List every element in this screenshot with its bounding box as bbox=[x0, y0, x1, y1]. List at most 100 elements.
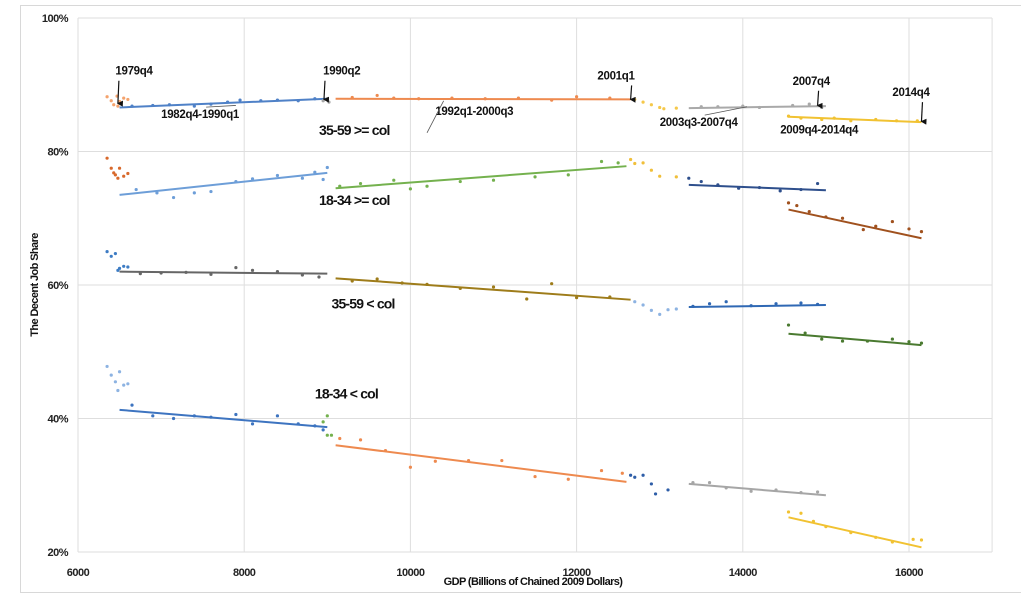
data-point bbox=[313, 424, 317, 428]
trend-line bbox=[788, 115, 922, 124]
data-point bbox=[874, 535, 878, 539]
trend-line bbox=[788, 208, 922, 240]
data-point bbox=[757, 185, 762, 190]
data-point bbox=[358, 438, 363, 442]
data-point bbox=[130, 403, 134, 407]
y-tick-label: 80% bbox=[47, 147, 68, 159]
data-point bbox=[338, 184, 342, 188]
data-point bbox=[840, 339, 845, 343]
data-point bbox=[126, 97, 130, 102]
data-point bbox=[633, 475, 637, 479]
data-point bbox=[799, 187, 803, 192]
y-axis-title: The Decent Job Share bbox=[29, 233, 41, 337]
data-point bbox=[116, 268, 120, 272]
annotation-leader-line bbox=[426, 100, 444, 133]
data-point bbox=[786, 201, 791, 205]
data-point bbox=[820, 337, 824, 341]
data-point bbox=[122, 383, 126, 387]
y-tick-label: 60% bbox=[47, 280, 68, 292]
data-point bbox=[820, 105, 824, 110]
data-point bbox=[383, 448, 388, 453]
data-point bbox=[109, 373, 113, 377]
data-point bbox=[375, 93, 379, 98]
x-tick-label: 12000 bbox=[563, 567, 591, 579]
annotation-arrow bbox=[629, 85, 636, 103]
data-point bbox=[649, 308, 653, 312]
data-point bbox=[425, 184, 429, 188]
data-point bbox=[408, 187, 412, 191]
data-point bbox=[674, 307, 678, 311]
data-point bbox=[338, 436, 342, 441]
annotation-arrow bbox=[816, 90, 823, 109]
data-point bbox=[112, 103, 116, 107]
data-point bbox=[408, 465, 412, 469]
group-label: 35-59 < col bbox=[331, 295, 394, 311]
x-tick-label: 16000 bbox=[895, 567, 923, 579]
data-point bbox=[116, 388, 120, 393]
data-point bbox=[321, 420, 325, 424]
data-point bbox=[313, 97, 317, 101]
data-point bbox=[616, 161, 620, 165]
data-point bbox=[450, 96, 454, 100]
x-tick-label: 10000 bbox=[396, 567, 424, 579]
data-point bbox=[649, 103, 653, 107]
data-point bbox=[533, 175, 537, 179]
data-point bbox=[824, 525, 828, 529]
data-point bbox=[649, 482, 653, 486]
data-point bbox=[234, 179, 238, 184]
data-point bbox=[250, 177, 255, 181]
data-point bbox=[741, 104, 745, 108]
trend-line bbox=[788, 516, 922, 549]
data-point bbox=[325, 97, 329, 101]
data-point bbox=[192, 191, 196, 195]
data-point bbox=[566, 477, 570, 481]
annotation-label: 1982q4-1990q1 bbox=[161, 109, 240, 121]
annotation-label: 1992q1-2000q3 bbox=[435, 106, 513, 118]
data-point bbox=[641, 100, 645, 104]
data-point bbox=[113, 252, 117, 256]
annotation-leader-line bbox=[704, 106, 748, 116]
data-point bbox=[662, 107, 666, 111]
data-point bbox=[799, 301, 803, 305]
data-point bbox=[707, 302, 712, 306]
data-point bbox=[691, 480, 695, 485]
data-point bbox=[275, 270, 280, 274]
group-label: 18-34 < col bbox=[315, 385, 378, 401]
data-point bbox=[350, 279, 354, 283]
data-point bbox=[300, 176, 304, 180]
data-point bbox=[250, 422, 255, 426]
data-point bbox=[716, 105, 720, 109]
chart-frame bbox=[20, 5, 1021, 593]
annotation-label: 1979q4 bbox=[115, 66, 153, 78]
data-point bbox=[874, 117, 878, 122]
data-point bbox=[599, 468, 604, 473]
trend-line bbox=[119, 171, 328, 196]
data-point bbox=[907, 227, 911, 231]
data-point bbox=[327, 100, 331, 104]
data-point bbox=[105, 95, 109, 99]
data-point bbox=[122, 264, 126, 268]
data-point bbox=[641, 161, 645, 165]
data-point bbox=[122, 174, 126, 178]
y-tick-label: 20% bbox=[47, 547, 68, 559]
data-point bbox=[575, 95, 579, 99]
data-point bbox=[317, 275, 321, 279]
data-point bbox=[791, 103, 795, 108]
data-point bbox=[491, 178, 496, 182]
data-point bbox=[807, 209, 811, 214]
data-point bbox=[724, 300, 728, 304]
data-point bbox=[321, 177, 325, 182]
x-tick-label: 6000 bbox=[67, 567, 90, 579]
annotation-label: 2014q4 bbox=[892, 87, 930, 99]
data-point bbox=[113, 380, 117, 384]
data-point bbox=[126, 382, 130, 386]
data-point bbox=[840, 216, 845, 220]
data-point bbox=[159, 271, 163, 275]
data-point bbox=[329, 433, 334, 437]
data-point bbox=[209, 272, 213, 276]
data-point bbox=[275, 98, 280, 102]
y-tick-label: 40% bbox=[47, 414, 68, 426]
data-point bbox=[134, 187, 138, 192]
data-point bbox=[919, 341, 924, 345]
x-tick-label: 14000 bbox=[729, 567, 757, 579]
